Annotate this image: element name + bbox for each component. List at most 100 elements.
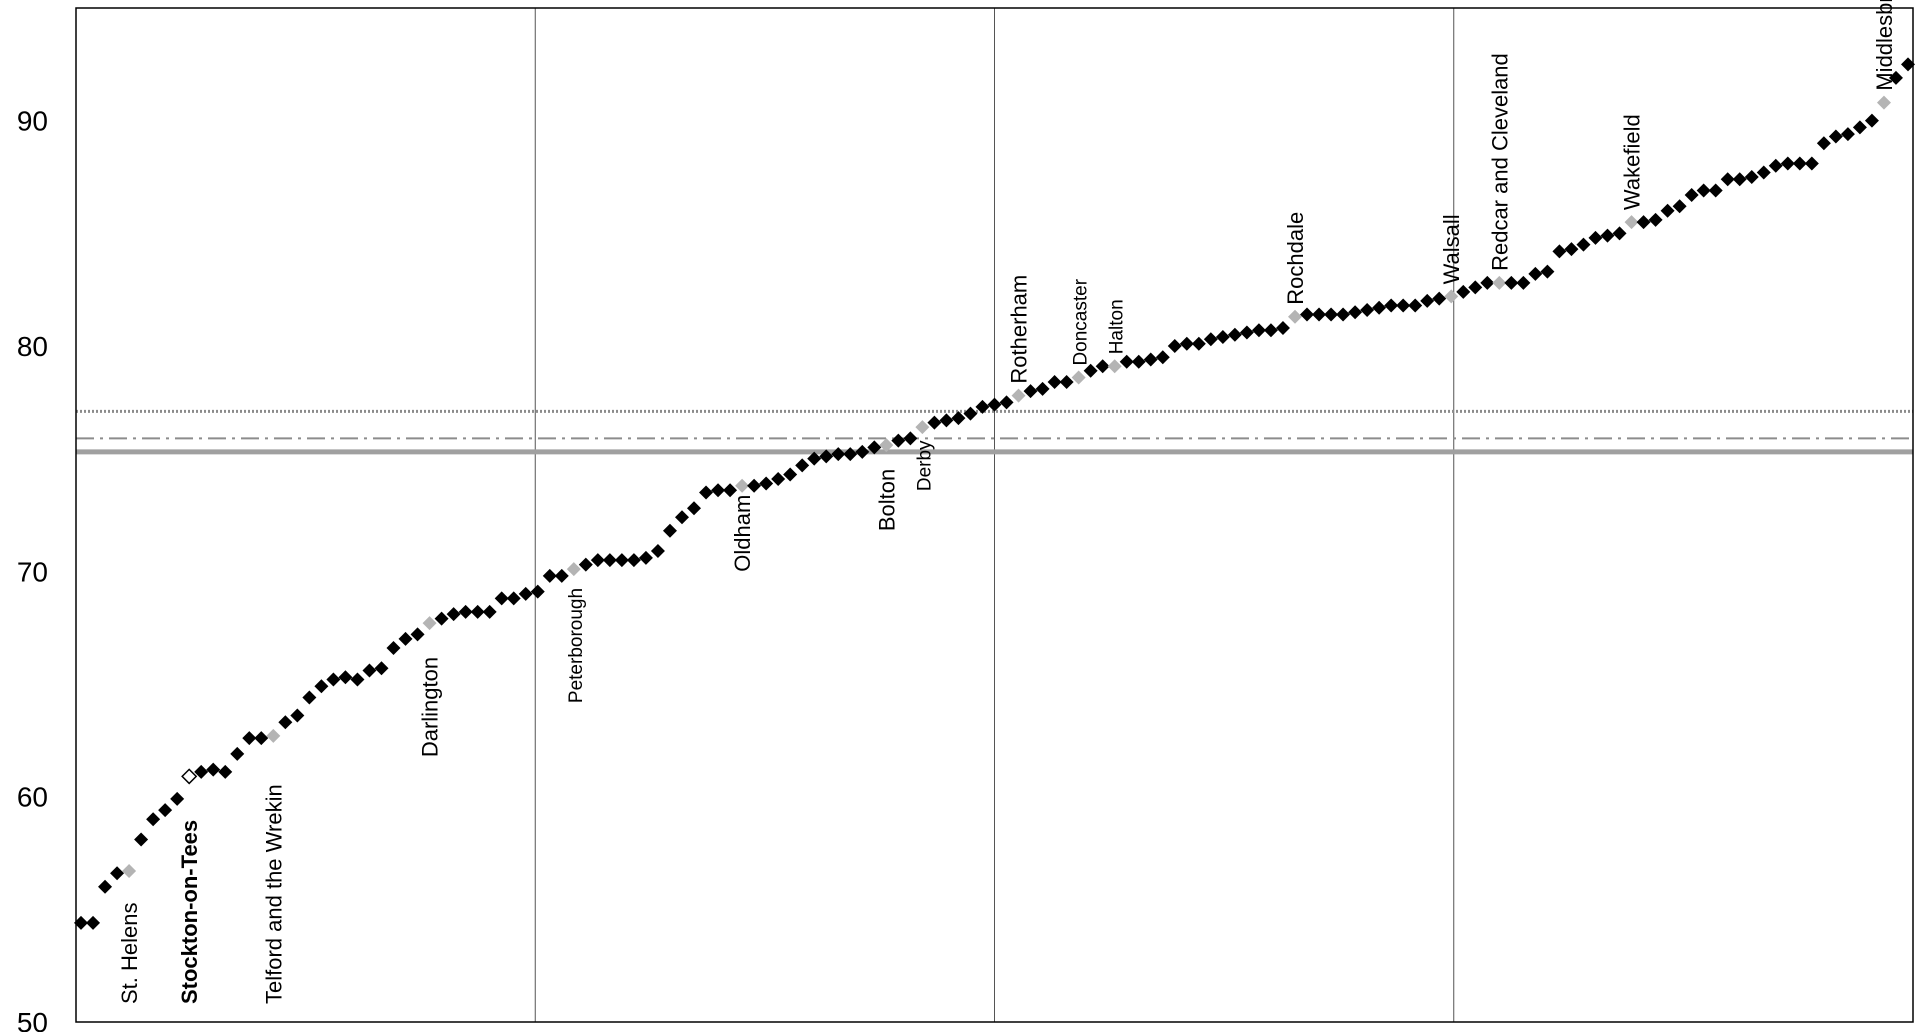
data-point <box>578 557 593 572</box>
data-points <box>74 57 1915 930</box>
point-label: Redcar and Cleveland <box>1487 53 1512 271</box>
point-label: Telford and the Wrekin <box>261 784 286 1004</box>
data-point <box>1095 359 1110 374</box>
data-point <box>1083 363 1098 378</box>
labelled-data-point <box>1492 275 1507 290</box>
data-point <box>554 568 569 583</box>
data-point <box>855 444 870 459</box>
data-point <box>518 586 533 601</box>
data-point <box>1840 127 1855 142</box>
data-point <box>1516 275 1531 290</box>
data-point <box>1420 293 1435 308</box>
point-label: St. Helens <box>117 903 142 1005</box>
data-point <box>1336 307 1351 322</box>
data-point <box>482 604 497 619</box>
data-point <box>314 679 329 694</box>
data-point <box>987 397 1002 412</box>
data-point <box>134 832 149 847</box>
data-point <box>1155 350 1170 365</box>
data-point <box>1612 226 1627 241</box>
data-point <box>74 915 88 930</box>
data-point <box>1324 307 1339 322</box>
data-point <box>110 866 125 881</box>
data-point <box>723 483 738 498</box>
data-point <box>446 607 461 622</box>
data-point <box>458 604 473 619</box>
data-point <box>146 812 161 827</box>
data-point <box>194 764 209 779</box>
labelled-data-point <box>1011 388 1026 403</box>
point-label: Darlington <box>418 657 443 757</box>
data-point <box>1167 339 1182 353</box>
data-point <box>386 640 401 655</box>
y-tick-label: 60 <box>17 782 48 813</box>
data-point <box>711 483 726 498</box>
data-point <box>98 879 113 894</box>
y-tick-label: 50 <box>17 1007 48 1032</box>
data-point <box>1263 323 1278 338</box>
labelled-data-point <box>1071 370 1086 385</box>
labelled-data-point <box>735 478 750 493</box>
labelled-data-point <box>915 420 930 435</box>
data-point <box>687 501 702 516</box>
labelled-data-point <box>1287 309 1302 324</box>
data-point <box>771 471 786 486</box>
data-point <box>1792 156 1807 171</box>
data-point <box>1023 384 1038 399</box>
data-point <box>1660 203 1675 218</box>
data-point <box>1864 113 1879 128</box>
y-tick-label: 70 <box>17 556 48 587</box>
point-label: Stockton-on-Tees <box>177 820 202 1004</box>
point-label: Peterborough <box>566 588 587 703</box>
data-point <box>602 553 617 568</box>
data-point <box>1215 329 1230 344</box>
point-label: Derby <box>914 440 935 491</box>
data-point <box>506 591 521 606</box>
data-point <box>1408 298 1423 313</box>
data-point <box>374 661 389 676</box>
data-point <box>1768 158 1783 173</box>
grid-layer <box>534 8 1455 1022</box>
data-point <box>278 715 293 730</box>
labelled-data-point <box>122 864 137 879</box>
data-point <box>1360 302 1375 317</box>
data-point <box>1300 307 1315 322</box>
data-point <box>674 510 689 525</box>
y-tick-label: 90 <box>17 106 48 137</box>
data-point <box>1696 183 1711 198</box>
data-point <box>1432 291 1447 306</box>
data-point <box>759 476 774 491</box>
point-label: Rochdale <box>1283 212 1308 305</box>
data-point <box>158 803 173 818</box>
data-point <box>290 708 305 723</box>
data-point <box>1816 136 1831 151</box>
data-point <box>410 627 425 642</box>
axes: 50 60 70 80 90 <box>17 7 1914 1032</box>
data-point <box>326 672 341 687</box>
point-label: Wakefield <box>1620 114 1645 210</box>
data-point <box>1888 70 1903 85</box>
point-label: Walsall <box>1439 214 1464 284</box>
data-point <box>1672 199 1687 214</box>
data-point <box>795 458 810 473</box>
data-point <box>530 584 545 599</box>
data-point <box>1179 336 1194 351</box>
data-point <box>1131 354 1146 369</box>
data-point <box>86 915 101 930</box>
data-point <box>1143 352 1158 367</box>
labelled-data-point <box>1107 359 1122 374</box>
labelled-data-point <box>1876 95 1891 110</box>
data-point <box>1239 325 1254 340</box>
data-point <box>362 663 377 678</box>
data-point <box>1059 375 1074 390</box>
data-point <box>843 447 858 462</box>
labelled-data-point <box>422 616 437 631</box>
data-point <box>254 731 269 746</box>
data-point <box>903 431 918 446</box>
data-point <box>1312 307 1327 322</box>
data-point <box>614 553 629 568</box>
data-point <box>1528 266 1543 281</box>
data-point <box>1191 336 1206 351</box>
data-point <box>1468 280 1483 295</box>
data-point <box>1684 188 1699 203</box>
